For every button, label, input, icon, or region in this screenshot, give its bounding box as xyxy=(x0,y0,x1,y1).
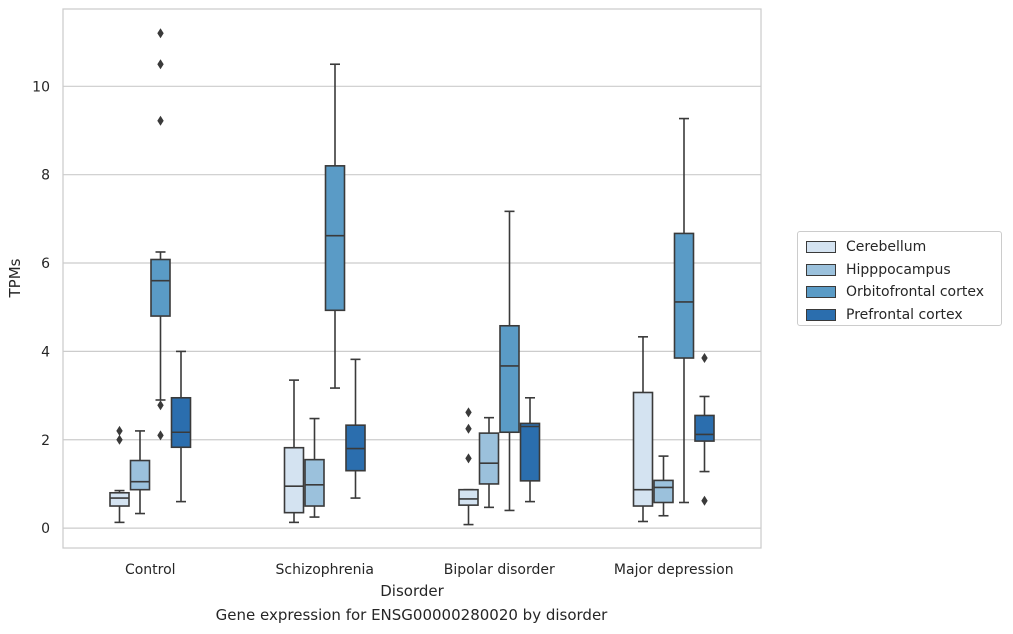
legend-swatch xyxy=(806,286,836,299)
x-axis-label: Disorder xyxy=(380,582,444,600)
outlier-point xyxy=(465,423,472,434)
box xyxy=(499,210,520,512)
box-body xyxy=(478,432,500,485)
outlier-point xyxy=(465,453,472,464)
y-tick-label: 10 xyxy=(32,79,50,95)
outlier-point xyxy=(465,407,472,418)
box-body xyxy=(694,414,715,442)
plot-frame xyxy=(62,8,762,549)
box-body xyxy=(109,491,130,507)
box-body xyxy=(150,258,171,317)
legend-swatch xyxy=(806,308,836,321)
box-series xyxy=(109,28,715,526)
y-tick-labels: 0 2 4 6 8 10 xyxy=(32,79,50,537)
legend-swatch xyxy=(806,263,836,276)
box-body xyxy=(632,391,654,507)
outlier-point xyxy=(701,353,708,364)
box xyxy=(129,430,151,515)
x-tick-label: Control xyxy=(125,562,176,578)
legend-item: Orbitofrontal cortex xyxy=(806,281,1001,304)
outlier-point xyxy=(157,59,164,70)
box xyxy=(283,379,305,524)
legend-swatch xyxy=(806,241,836,254)
legend-label: Cerebellum xyxy=(846,239,927,256)
box xyxy=(694,353,715,506)
legend-label: Prefrontal cortex xyxy=(846,306,963,323)
box-body xyxy=(519,422,541,482)
box-body xyxy=(170,396,192,449)
box xyxy=(519,396,541,503)
box-body xyxy=(283,446,305,514)
legend-item: Cerebellum xyxy=(806,236,1001,259)
x-tick-label: Bipolar disorder xyxy=(444,562,555,578)
chart-caption: Gene expression for ENSG00000280020 by d… xyxy=(215,606,608,624)
legend-label: Orbitofrontal cortex xyxy=(846,284,984,301)
box xyxy=(345,358,366,499)
x-tick-label: Major depression xyxy=(614,562,734,578)
legend: Cerebellum Hipppocampus Orbitofrontal cort… xyxy=(797,231,1002,326)
box xyxy=(150,28,171,441)
box-body xyxy=(499,324,520,434)
box-body xyxy=(324,165,346,312)
y-axis-label: TPMs xyxy=(6,258,24,298)
box-body xyxy=(458,488,479,506)
box-body xyxy=(129,459,151,491)
legend-item: Prefrontal cortex xyxy=(806,304,1001,327)
outlier-point xyxy=(157,400,164,411)
box-body xyxy=(673,232,695,359)
box xyxy=(304,417,325,518)
y-tick-label: 0 xyxy=(41,521,50,537)
box xyxy=(170,350,192,503)
box xyxy=(478,416,500,509)
outlier-point xyxy=(157,430,164,441)
y-tick-label: 4 xyxy=(41,344,50,360)
outlier-point xyxy=(116,434,123,445)
box-body xyxy=(653,479,674,504)
outlier-point xyxy=(157,115,164,126)
box-body xyxy=(304,458,325,507)
legend-label: Hipppocampus xyxy=(846,261,951,278)
outlier-point xyxy=(116,425,123,436)
outlier-point xyxy=(157,28,164,39)
x-tick-label: Schizophrenia xyxy=(276,562,374,578)
box xyxy=(653,455,674,517)
outlier-point xyxy=(701,495,708,506)
y-tick-label: 8 xyxy=(41,168,50,184)
box xyxy=(324,63,346,389)
box xyxy=(673,117,695,504)
y-tick-label: 2 xyxy=(41,433,50,449)
box xyxy=(109,425,130,524)
box xyxy=(458,407,479,526)
legend-item: Hipppocampus xyxy=(806,259,1001,282)
y-tick-label: 6 xyxy=(41,256,50,272)
x-tick-labels: Control Schizophrenia Bipolar disorder Majo… xyxy=(125,562,734,578)
box xyxy=(632,336,654,523)
